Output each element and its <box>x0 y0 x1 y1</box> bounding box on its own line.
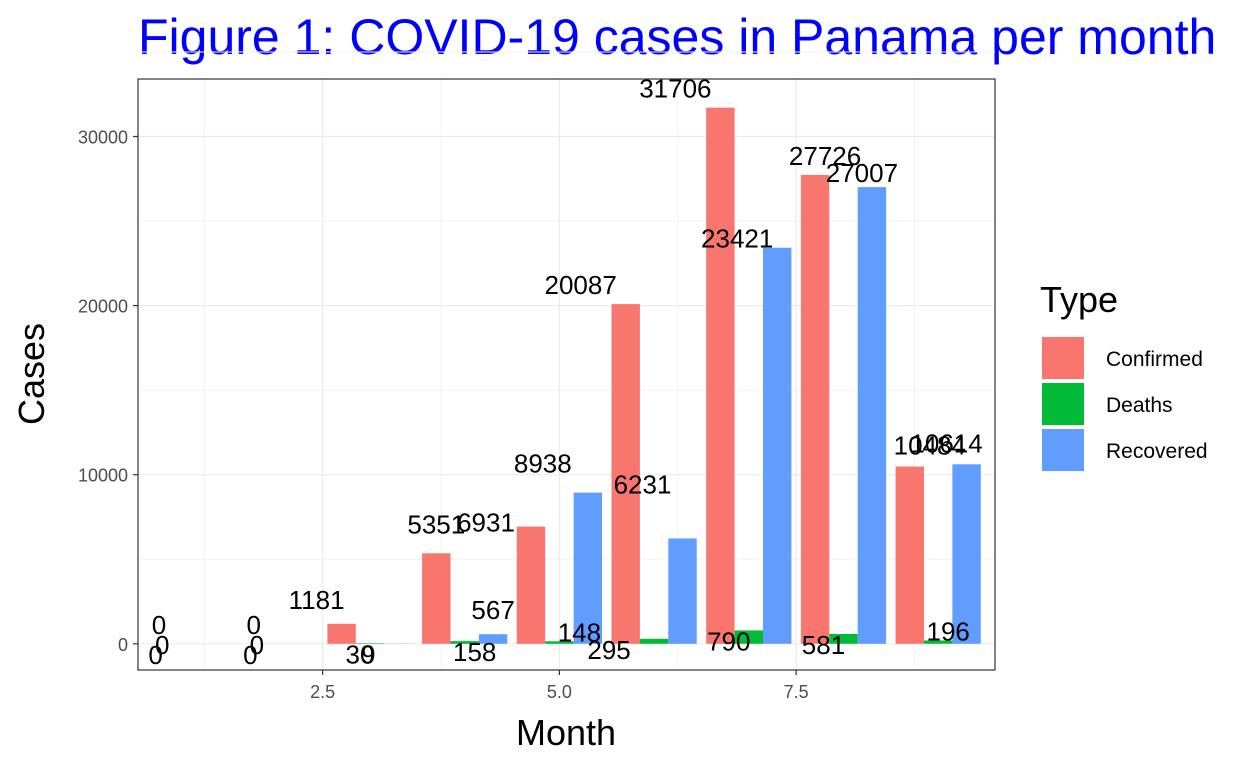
data-label-deaths-2: 0 <box>243 640 257 670</box>
y-axis-ticks: 0 10000 20000 30000 <box>78 127 138 655</box>
bar-recovered-9 <box>952 464 981 644</box>
data-label-confirmed-9: 10484 <box>894 431 966 461</box>
data-label-confirmed-5: 6931 <box>457 508 515 538</box>
x-tick-label: 2.5 <box>310 682 335 702</box>
legend-label-recovered: Recovered <box>1106 440 1208 463</box>
bar-confirmed-7 <box>706 107 735 644</box>
bar-confirmed-9 <box>895 466 924 644</box>
plot-panel-border <box>137 78 996 671</box>
bar-recovered-4 <box>478 634 508 644</box>
data-label-deaths-8: 581 <box>802 630 845 660</box>
bar-deaths-4 <box>450 641 479 644</box>
data-label-recovered-2: 0 <box>246 610 260 640</box>
legend-key-confirmed <box>1042 337 1084 379</box>
data-label-recovered-1: 0 <box>152 610 166 640</box>
x-axis-ticks: 2.5 5.0 7.5 <box>310 670 809 702</box>
data-label-recovered-4: 567 <box>471 595 514 625</box>
legend-key-recovered <box>1042 429 1084 471</box>
bar-deaths-7 <box>734 630 763 644</box>
bar-recovered-8 <box>857 187 887 644</box>
legend: Type Confirmed Deaths Recovered <box>1040 279 1208 471</box>
bar-recovered-5 <box>573 492 603 644</box>
data-label-confirmed-4: 5351 <box>407 509 465 539</box>
bar-recovered-7 <box>762 247 792 644</box>
x-tick-label: 5.0 <box>547 682 572 702</box>
bar-recovered-6 <box>668 538 697 644</box>
bar-confirmed-6 <box>611 304 640 644</box>
grid-lines <box>138 51 995 670</box>
data-label-confirmed-1: 0 <box>155 630 169 660</box>
data-label-recovered-5: 8938 <box>514 449 572 479</box>
data-label-deaths-1: 0 <box>148 640 162 670</box>
bar-deaths-3 <box>355 643 385 644</box>
bar-deaths-9 <box>923 640 953 644</box>
legend-key-deaths <box>1042 383 1084 425</box>
data-label-confirmed-2: 0 <box>250 630 264 660</box>
bar-confirmed-4 <box>422 553 451 644</box>
y-tick-label: 20000 <box>78 297 128 317</box>
legend-title: Type <box>1040 279 1118 320</box>
data-label-recovered-9: 10614 <box>910 428 982 458</box>
bar-confirmed-5 <box>516 526 546 644</box>
data-label-recovered-3: 9 <box>361 640 375 670</box>
x-tick-label: 7.5 <box>784 682 809 702</box>
bars <box>327 107 981 644</box>
data-label-deaths-9: 196 <box>926 616 969 646</box>
chart-title: Figure 1: COVID-19 cases in Panama per m… <box>138 9 1217 65</box>
data-label-deaths-3: 30 <box>346 639 375 669</box>
bar-confirmed-8 <box>800 174 830 644</box>
bar-confirmed-3 <box>327 623 356 644</box>
bar-deaths-6 <box>639 638 669 644</box>
data-label-recovered-8: 27007 <box>826 158 898 188</box>
legend-label-deaths: Deaths <box>1106 394 1173 417</box>
data-label-deaths-6: 295 <box>587 635 630 665</box>
data-label-confirmed-3: 1181 <box>289 585 345 615</box>
data-label-confirmed-6: 20087 <box>545 270 617 300</box>
data-label-deaths-4: 158 <box>453 637 496 667</box>
data-label-recovered-7: 23421 <box>701 224 773 254</box>
y-axis-title: Cases <box>11 323 52 425</box>
y-tick-label: 0 <box>118 635 128 655</box>
y-tick-label: 30000 <box>78 127 128 147</box>
legend-label-confirmed: Confirmed <box>1106 348 1203 371</box>
data-label-deaths-5: 148 <box>558 617 601 647</box>
data-label-confirmed-8: 27726 <box>789 141 861 171</box>
data-label-confirmed-7: 31706 <box>639 74 711 104</box>
bar-deaths-8 <box>829 633 858 644</box>
data-label-deaths-7: 790 <box>707 626 750 656</box>
data-label-recovered-6: 6231 <box>614 469 672 499</box>
x-axis-title: Month <box>516 712 616 753</box>
bar-deaths-5 <box>545 641 574 644</box>
y-tick-label: 10000 <box>78 466 128 486</box>
